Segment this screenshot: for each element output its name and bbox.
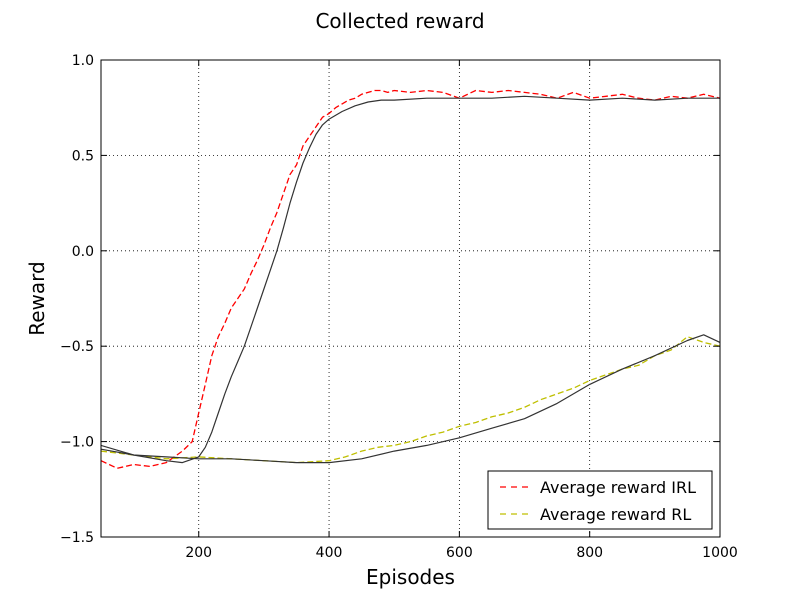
y-tick-label: −1.0 [60,435,94,451]
series-layer [101,89,720,469]
legend-label: Average reward RL [540,505,691,524]
series-line-average-reward-irl [101,89,720,469]
y-tick-label: 0.5 [72,148,94,164]
x-axis-title: Episodes [366,565,455,589]
plot-frame [100,59,721,538]
legend-label: Average reward IRL [540,478,696,497]
smoothed-trend-line [101,334,720,464]
legend-box [487,470,713,530]
x-tick-label: 400 [316,545,343,561]
y-tick-label: −1.5 [60,530,94,546]
legend: Average reward IRL Average reward RL [487,470,713,530]
series-line-average-reward-rl [101,336,720,464]
smoothed-trend-line [101,95,720,464]
y-tick-label: 1.0 [72,53,94,69]
x-tick-label: 200 [185,545,212,561]
ticks: 200 400 600 800 1000 −1.5 −1.0 −0.5 0.0 0.5 1.0 [60,53,738,561]
y-axis-title: Reward [25,261,49,335]
y-tick-label: 0.0 [72,244,94,260]
chart-title: Collected reward [315,9,484,33]
y-tick-label: −0.5 [60,339,94,355]
x-tick-label: 800 [576,545,603,561]
x-tick-label: 600 [446,545,473,561]
plot-area [101,60,720,537]
x-tick-label: 1000 [702,545,738,561]
